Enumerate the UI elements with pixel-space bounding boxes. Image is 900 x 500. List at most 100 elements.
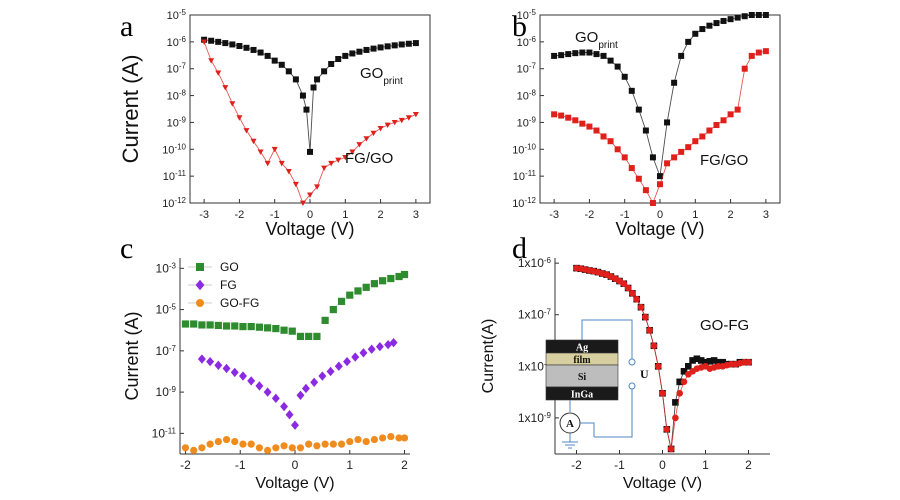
x-tick-label: 1 bbox=[342, 209, 348, 221]
data-point bbox=[607, 57, 614, 64]
data-point bbox=[346, 437, 354, 446]
data-point bbox=[305, 332, 313, 341]
data-point bbox=[239, 440, 247, 448]
data-point bbox=[614, 63, 621, 70]
data-point bbox=[412, 111, 419, 118]
data-point bbox=[321, 165, 328, 172]
inset-layer-label: Si bbox=[578, 372, 587, 383]
inset-layer bbox=[545, 386, 619, 401]
data-point bbox=[337, 297, 346, 305]
data-point bbox=[664, 160, 671, 167]
annotation: GO-FG bbox=[700, 317, 749, 334]
data-point bbox=[313, 442, 321, 450]
inset-ammeter-label: A bbox=[566, 418, 574, 430]
data-point bbox=[356, 48, 363, 55]
data-point bbox=[307, 148, 313, 155]
data-point bbox=[198, 321, 206, 329]
data-point bbox=[181, 320, 190, 328]
data-point bbox=[551, 111, 558, 118]
data-point bbox=[288, 444, 296, 452]
data-point bbox=[395, 272, 403, 281]
data-point bbox=[292, 181, 299, 188]
data-point bbox=[250, 46, 257, 53]
data-point bbox=[624, 284, 632, 292]
series-go-fg bbox=[181, 432, 409, 454]
data-point bbox=[734, 14, 741, 21]
inset-wire-top bbox=[581, 319, 633, 360]
data-point bbox=[377, 44, 384, 51]
data-point bbox=[326, 366, 335, 377]
series-line bbox=[204, 39, 416, 152]
data-point bbox=[384, 43, 391, 50]
data-point bbox=[214, 321, 222, 330]
x-tick-label: 2 bbox=[728, 209, 734, 221]
y-tick-label: 10-3 bbox=[156, 261, 177, 276]
data-point bbox=[288, 327, 296, 335]
data-point bbox=[222, 363, 231, 374]
data-point bbox=[678, 148, 685, 155]
data-point bbox=[600, 52, 607, 59]
x-tick-label: 2 bbox=[401, 458, 408, 472]
data-point bbox=[239, 322, 247, 331]
data-point bbox=[572, 50, 579, 57]
data-point bbox=[314, 76, 321, 83]
y-tick-label: 10-10 bbox=[512, 142, 536, 157]
data-point bbox=[328, 160, 335, 167]
data-point bbox=[400, 270, 409, 279]
data-point bbox=[370, 280, 379, 288]
y-tick-label: 10-6 bbox=[517, 34, 537, 49]
data-point bbox=[247, 440, 255, 448]
data-point bbox=[236, 115, 243, 121]
data-point bbox=[551, 52, 558, 59]
series-1 bbox=[573, 264, 752, 453]
x-tick-label: -3 bbox=[199, 209, 209, 221]
data-point bbox=[264, 324, 272, 332]
x-axis-label: Voltage (V) bbox=[615, 219, 704, 239]
data-point bbox=[663, 426, 671, 433]
data-point bbox=[296, 390, 305, 400]
x-tick-label: 0 bbox=[657, 209, 663, 221]
data-point bbox=[387, 274, 395, 283]
data-point bbox=[671, 154, 678, 161]
inset-source-label: U bbox=[640, 367, 649, 381]
inset-terminal bbox=[628, 382, 636, 390]
data-point bbox=[748, 12, 755, 18]
x-axis-label: Voltage (V) bbox=[623, 475, 702, 492]
x-tick-label: 1 bbox=[702, 458, 709, 472]
data-point bbox=[255, 323, 264, 331]
annotation: FG/GO bbox=[700, 152, 748, 169]
data-point bbox=[370, 435, 379, 444]
y-axis-label: Current (A) bbox=[122, 311, 142, 400]
data-point bbox=[190, 320, 198, 328]
legend: GO FG GO-FG bbox=[188, 260, 259, 310]
data-point bbox=[362, 437, 370, 446]
data-point bbox=[310, 377, 319, 387]
data-point bbox=[303, 106, 310, 113]
y-tick-label: 10-8 bbox=[517, 88, 537, 103]
data-point bbox=[586, 49, 593, 56]
data-point bbox=[222, 40, 229, 47]
data-point bbox=[720, 17, 727, 24]
y-tick-label: 10-5 bbox=[156, 302, 177, 317]
y-tick-label: 10-12 bbox=[512, 196, 536, 211]
data-point bbox=[299, 200, 306, 206]
data-point bbox=[628, 87, 635, 94]
data-point bbox=[680, 378, 688, 386]
legend-marker bbox=[196, 299, 204, 307]
x-tick-label: 3 bbox=[763, 209, 769, 221]
panel-label-a: a bbox=[120, 10, 133, 43]
data-point bbox=[706, 22, 713, 29]
data-point bbox=[197, 354, 206, 364]
data-point bbox=[263, 387, 272, 397]
data-point bbox=[676, 389, 683, 397]
data-point bbox=[755, 49, 762, 56]
data-point bbox=[635, 175, 642, 182]
data-point bbox=[342, 52, 349, 59]
data-point bbox=[405, 115, 412, 121]
data-point bbox=[201, 39, 208, 45]
data-point bbox=[558, 52, 565, 59]
data-point bbox=[395, 434, 403, 442]
